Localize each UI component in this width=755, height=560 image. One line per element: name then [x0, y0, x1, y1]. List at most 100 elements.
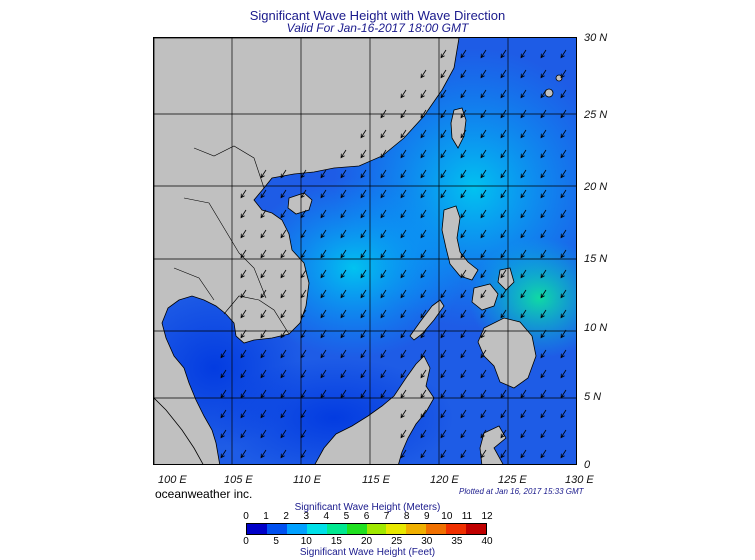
colorbar-segment: [247, 524, 267, 534]
wave-arrow: [260, 429, 267, 439]
wave-arrow: [440, 289, 447, 299]
wave-arrow: [420, 149, 427, 159]
wave-arrow: [420, 209, 427, 219]
wave-arrow: [280, 209, 287, 219]
colorbar-meters-tick: 2: [283, 511, 289, 522]
wave-arrow: [560, 309, 567, 319]
lon-label-120e: 120 E: [430, 474, 459, 486]
colorbar-feet-tick: 20: [360, 536, 373, 547]
wave-arrow: [560, 249, 567, 259]
lon-label-105e: 105 E: [224, 474, 253, 486]
wave-arrow: [460, 229, 467, 239]
wave-arrow: [460, 289, 467, 299]
wave-arrow: [360, 329, 367, 339]
wave-direction-arrows: [220, 49, 567, 459]
wave-arrow: [540, 349, 547, 359]
wave-arrow: [320, 269, 327, 279]
wave-arrow: [480, 49, 487, 59]
wave-arrow: [400, 309, 407, 319]
wave-arrow: [280, 169, 287, 179]
wave-arrow: [260, 329, 267, 339]
wave-arrow: [260, 349, 267, 359]
wave-arrow: [320, 209, 327, 219]
wave-arrow: [400, 209, 407, 219]
wave-arrow: [280, 289, 287, 299]
wave-arrow: [560, 449, 567, 459]
wave-arrow: [440, 109, 447, 119]
wave-arrow: [480, 89, 487, 99]
wave-arrow: [500, 149, 507, 159]
wave-arrow: [340, 289, 347, 299]
wave-arrow: [540, 49, 547, 59]
wave-arrow: [320, 249, 327, 259]
wave-arrow: [540, 449, 547, 459]
wave-arrow: [480, 129, 487, 139]
wave-arrow: [380, 129, 387, 139]
wave-arrow: [360, 309, 367, 319]
wave-arrow: [520, 169, 527, 179]
wave-arrow: [480, 169, 487, 179]
wave-arrow: [280, 269, 287, 279]
colorbar-segment: [386, 524, 407, 534]
okinawa-island: [544, 88, 554, 98]
wave-arrow: [380, 109, 387, 119]
country-borders: [173, 145, 290, 335]
wave-arrow: [480, 449, 487, 459]
wave-arrow: [360, 369, 367, 379]
wave-arrow: [220, 409, 227, 419]
lat-label-10n: 10 N: [584, 322, 608, 334]
lat-label-20n: 20 N: [584, 181, 608, 193]
wave-arrow: [260, 249, 267, 259]
wave-arrow: [380, 249, 387, 259]
wave-arrow: [540, 389, 547, 399]
wave-arrow: [400, 129, 407, 139]
wave-arrow: [300, 389, 307, 399]
wave-arrow: [520, 69, 527, 79]
colorbar-feet-tick: 15: [330, 536, 342, 547]
wave-arrow: [260, 269, 267, 279]
wave-arrow: [360, 269, 367, 279]
wave-arrow: [320, 189, 327, 199]
wave-arrow: [420, 229, 427, 239]
wave-arrow: [460, 329, 467, 339]
wave-arrow: [500, 389, 507, 399]
colorbar-meters-tick: 3: [303, 511, 310, 522]
wave-arrow: [480, 189, 487, 199]
wave-arrow: [420, 329, 427, 339]
map-title: Significant Wave Height with Wave Direct…: [249, 8, 506, 23]
lon-label-110e: 110 E: [293, 474, 321, 486]
colorbar-meters-tick: 11: [461, 511, 473, 522]
wave-arrow: [460, 389, 467, 399]
wave-arrow: [440, 449, 447, 459]
colorbar-meters-tick: 9: [423, 511, 430, 522]
wave-arrow: [400, 149, 407, 159]
wave-arrow: [460, 89, 467, 99]
wave-arrow: [400, 329, 407, 339]
colorbar-feet-tick: 25: [391, 536, 403, 547]
wave-arrow: [480, 69, 487, 79]
wave-arrow: [300, 369, 307, 379]
wave-arrow: [440, 189, 447, 199]
wave-arrow: [520, 389, 527, 399]
wave-arrow: [560, 129, 567, 139]
wave-arrow: [480, 209, 487, 219]
wave-arrow: [560, 369, 567, 379]
wave-arrow: [520, 189, 527, 199]
wave-arrow: [420, 249, 427, 259]
wave-arrow: [460, 109, 467, 119]
wave-arrow: [260, 309, 267, 319]
wave-arrow: [360, 389, 367, 399]
wave-arrow: [500, 409, 507, 419]
wave-arrow: [520, 49, 527, 59]
wave-arrow: [300, 289, 307, 299]
wave-arrow: [320, 309, 327, 319]
colorbar-segment: [306, 524, 327, 534]
wave-arrow: [420, 429, 427, 439]
wave-arrow: [480, 389, 487, 399]
colorbar-feet-tick: 10: [300, 536, 312, 547]
wave-arrow: [380, 189, 387, 199]
wave-arrow: [340, 349, 347, 359]
wave-arrow: [420, 309, 427, 319]
wave-arrow: [560, 69, 567, 79]
land-masses: [154, 38, 563, 464]
